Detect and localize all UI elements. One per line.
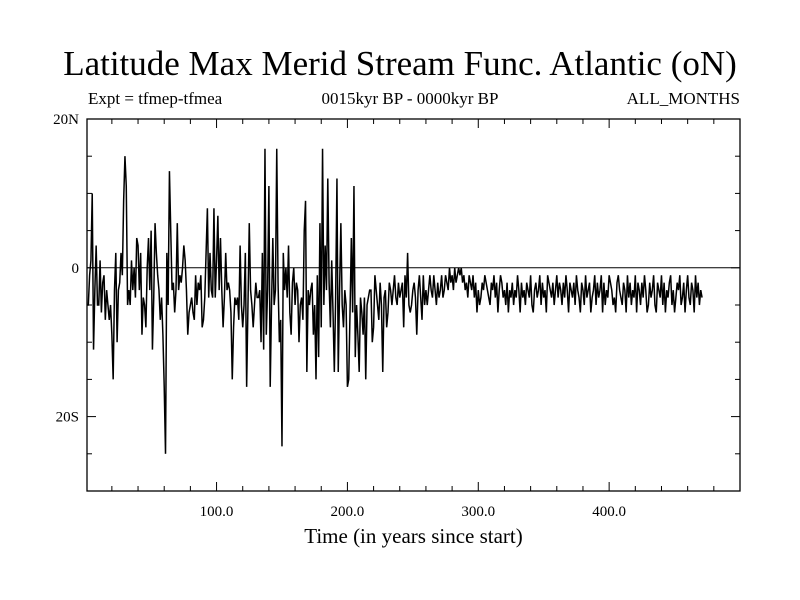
period-label: 0015kyr BP - 0000kyr BP	[321, 89, 499, 108]
x-tick-label: 400.0	[592, 504, 626, 520]
x-tick-label: 300.0	[461, 504, 495, 520]
months-label: ALL_MONTHS	[626, 89, 740, 108]
experiment-label: Expt = tfmep-tfmea	[88, 89, 223, 108]
chart-title: Latitude Max Merid Stream Func. Atlantic…	[63, 44, 737, 83]
y-tick-label: 20N	[53, 112, 79, 128]
x-tick-label: 200.0	[331, 504, 365, 520]
y-tick-label: 0	[72, 261, 80, 277]
x-axis-title: Time (in years since start)	[304, 524, 523, 548]
y-tick-label: 20S	[56, 410, 79, 426]
series-line-0	[87, 148, 703, 454]
x-tick-label: 100.0	[200, 504, 234, 520]
plot-frame	[86, 118, 741, 492]
